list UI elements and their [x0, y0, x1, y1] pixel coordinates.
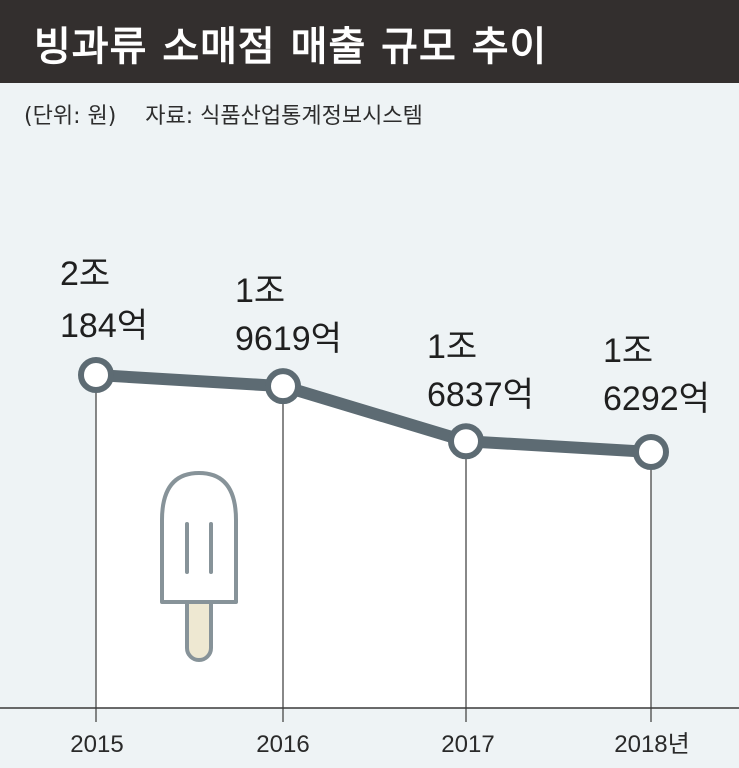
- data-point: [78, 357, 114, 393]
- data-point: [265, 368, 301, 405]
- popsicle-icon: [160, 471, 238, 662]
- data-label: 6292억: [603, 380, 710, 418]
- data-point: [633, 434, 669, 470]
- plot-area: [96, 375, 651, 708]
- data-label: 1조: [235, 272, 285, 310]
- x-tick-label: 2015: [70, 731, 123, 758]
- data-label: 184억: [60, 307, 148, 345]
- data-point: [448, 423, 484, 460]
- x-tick-label: 2017: [441, 731, 494, 758]
- data-label: 6837억: [427, 376, 534, 414]
- series-line: [90, 369, 657, 458]
- title-bar: 빙과류 소매점 매출 규모 추이: [0, 0, 739, 83]
- chart-title: 빙과류 소매점 매출 규모 추이: [34, 24, 548, 70]
- data-label: 1조: [603, 332, 653, 370]
- data-label: 2조: [60, 255, 110, 293]
- unit-note: (단위: 원): [24, 104, 117, 129]
- x-tick-label: 2016: [256, 731, 309, 758]
- data-label: 1조: [427, 328, 477, 366]
- source-note: 자료: 식품산업통계정보시스템: [145, 104, 423, 129]
- chart-meta: (단위: 원) 자료: 식품산업통계정보시스템: [24, 98, 423, 130]
- x-tick-label: 2018년: [614, 731, 689, 758]
- data-label: 9619억: [235, 320, 342, 358]
